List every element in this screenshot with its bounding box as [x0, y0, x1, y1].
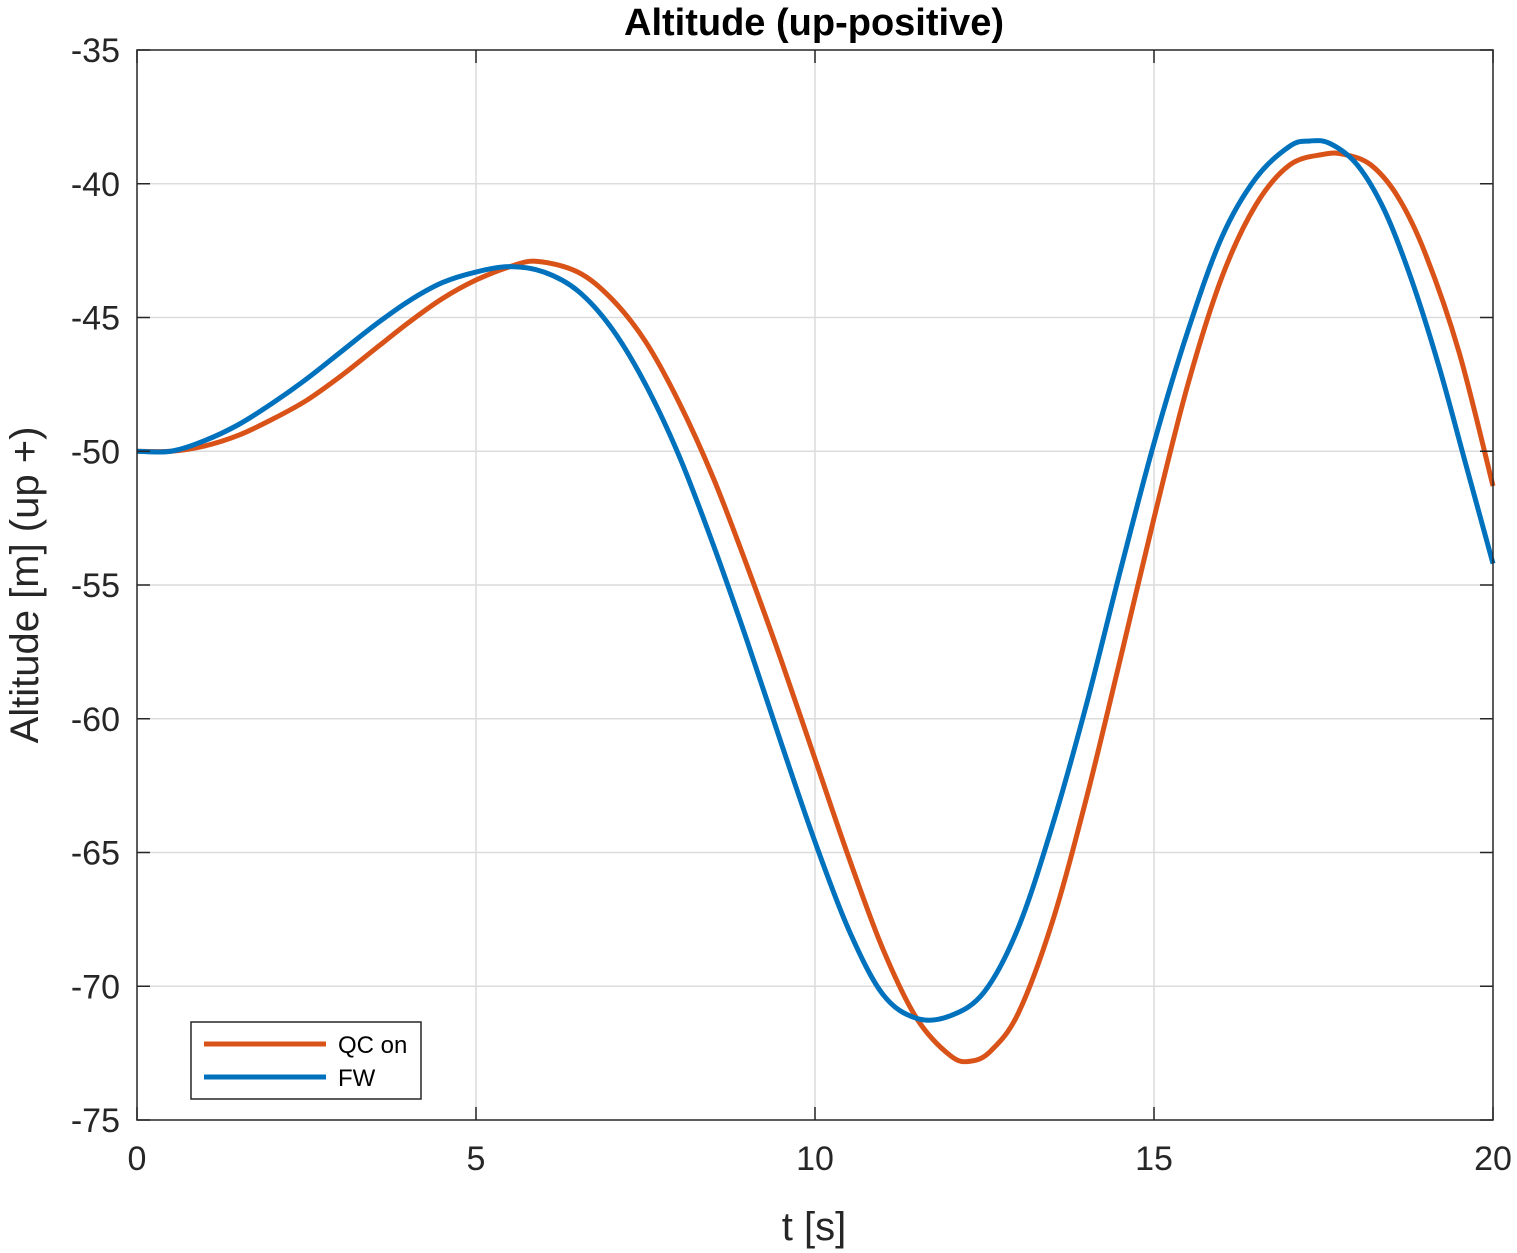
legend: QC on FW: [190, 1021, 422, 1100]
legend-box: [190, 1021, 422, 1100]
y-tick-label: -40: [71, 166, 120, 204]
chart-title: Altitude (up-positive): [624, 2, 1004, 44]
grid: [137, 50, 1493, 1120]
series-layer: [136, 138, 1496, 1065]
series-line-qc-on: [136, 150, 1496, 1065]
y-tick-label: -75: [71, 1102, 120, 1140]
series-line-fw: [136, 138, 1496, 1023]
y-axis-label: Altitude [m] (up +): [3, 427, 47, 744]
x-tick-label: 10: [796, 1140, 834, 1178]
y-tick-label: -65: [71, 835, 120, 873]
ticks: 0 5 10 15 20 -35 -40 -45 -50 -55 -60 -65 -70 -75: [71, 32, 1512, 1178]
x-axis-label: t [s]: [782, 1205, 846, 1249]
x-tick-label: 0: [128, 1140, 147, 1178]
y-tick-label: -45: [71, 300, 120, 338]
y-tick-label: -35: [71, 32, 120, 70]
y-tick-label: -50: [71, 433, 120, 471]
legend-label-qc-on: QC on: [338, 1032, 407, 1059]
x-tick-label: 5: [467, 1140, 486, 1178]
x-tick-label: 15: [1135, 1140, 1173, 1178]
y-tick-label: -70: [71, 968, 120, 1006]
legend-label-fw: FW: [338, 1065, 376, 1092]
x-tick-label: 20: [1474, 1140, 1512, 1178]
y-tick-label: -55: [71, 567, 120, 605]
y-tick-label: -60: [71, 701, 120, 739]
